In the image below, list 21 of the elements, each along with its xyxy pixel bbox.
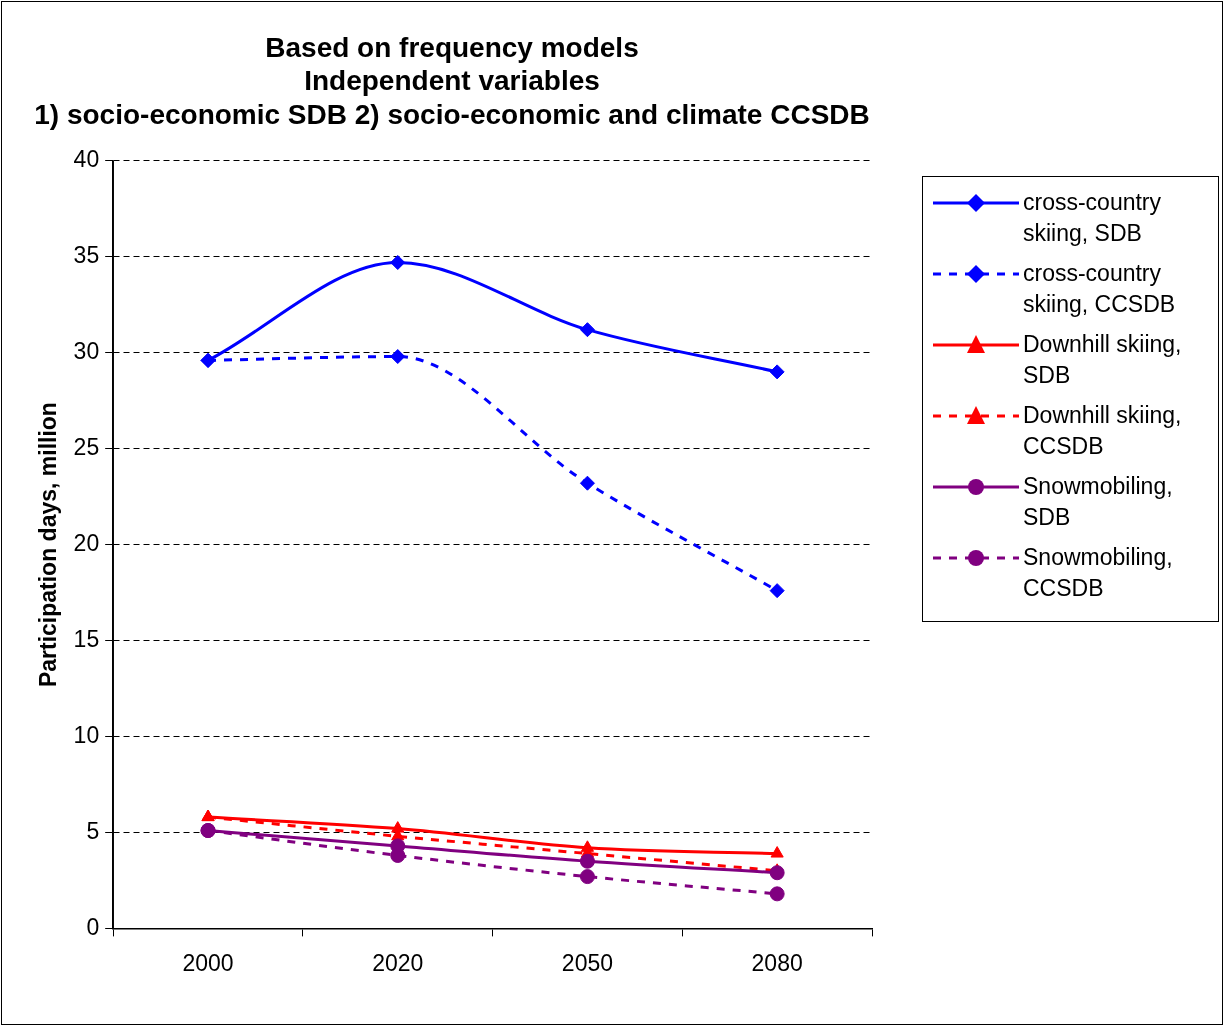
y-tick-label: 10 xyxy=(73,721,100,748)
legend-label: cross-country skiing, CCSDB xyxy=(1023,259,1177,319)
legend-label: Downhill skiing, SDB xyxy=(1023,330,1183,390)
y-tick-label: 25 xyxy=(73,433,100,460)
x-tick-label: 2000 xyxy=(182,949,234,976)
y-tick-label: 35 xyxy=(73,242,100,269)
y-tick-label: 15 xyxy=(73,625,100,652)
y-tick-label: 40 xyxy=(73,146,100,173)
y-tick-label: 20 xyxy=(73,529,100,556)
legend-label: Downhill skiing, CCSDB xyxy=(1023,401,1183,461)
x-tick-label: 2080 xyxy=(751,949,803,976)
y-tick-label: 0 xyxy=(86,913,100,940)
legend-label: Snowmobiling, CCSDB xyxy=(1023,543,1174,603)
x-tick-label: 2050 xyxy=(561,949,614,976)
y-tick-label: 30 xyxy=(73,338,100,365)
legend-label: cross-country skiing, SDB xyxy=(1023,188,1163,248)
y-axis-title: Participation days, million xyxy=(35,402,62,688)
x-tick-label: 2020 xyxy=(372,949,424,976)
legend-label: Snowmobiling, SDB xyxy=(1023,472,1174,532)
y-tick-label: 5 xyxy=(86,817,100,844)
chart-title: Based on frequency models Independent variables 1) socio-economic SDB 2) socio-economic and climate CCSDB xyxy=(34,31,870,130)
